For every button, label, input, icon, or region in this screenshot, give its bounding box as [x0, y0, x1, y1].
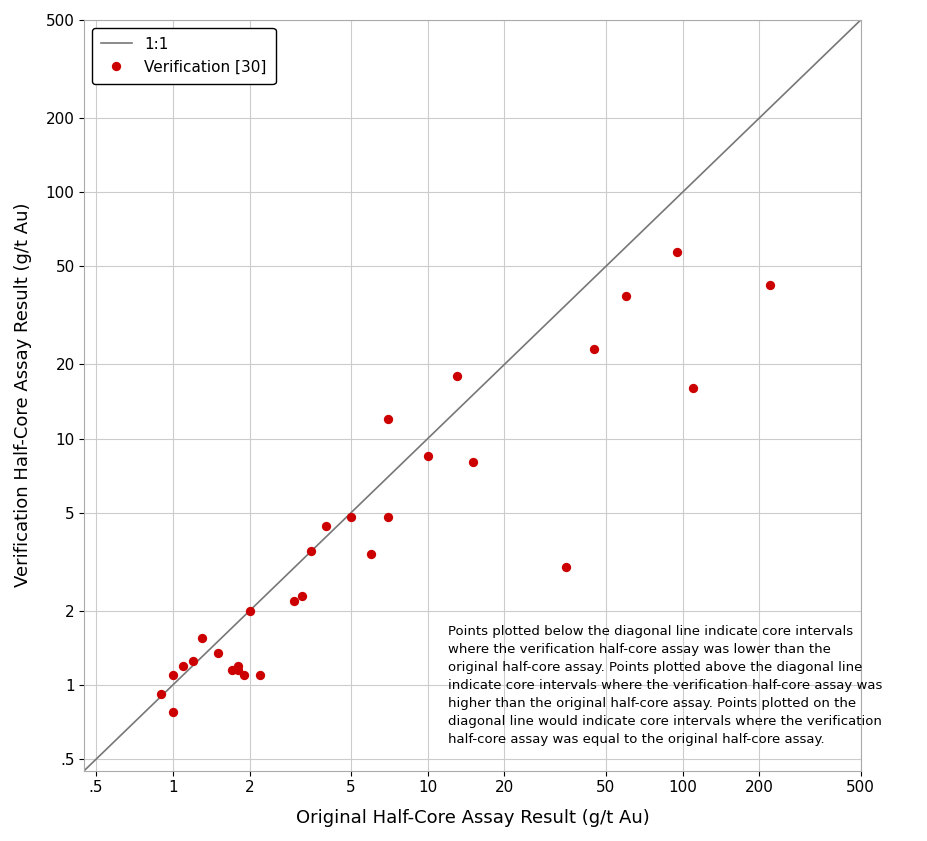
Verification [30]: [319, 520, 334, 533]
Verification [30]: [304, 544, 319, 558]
Verification [30]: [231, 664, 246, 677]
Verification [30]: [420, 449, 435, 463]
Verification [30]: [236, 668, 251, 681]
Text: Points plotted below the diagonal line indicate core intervals
where the verific: Points plotted below the diagonal line i…: [448, 625, 883, 746]
Verification [30]: [381, 510, 396, 524]
Verification [30]: [344, 510, 359, 524]
Verification [30]: [185, 654, 200, 668]
Verification [30]: [294, 590, 309, 603]
Verification [30]: [176, 659, 191, 672]
Verification [30]: [195, 632, 210, 645]
Verification [30]: [686, 382, 701, 395]
Legend: 1:1, Verification [30]: 1:1, Verification [30]: [92, 28, 275, 83]
Verification [30]: [253, 668, 268, 681]
Verification [30]: [669, 246, 684, 259]
Verification [30]: [587, 343, 602, 357]
Verification [30]: [231, 659, 246, 672]
Verification [30]: [210, 646, 225, 659]
Verification [30]: [224, 664, 239, 677]
Y-axis label: Verification Half-Core Assay Result (g/t Au): Verification Half-Core Assay Result (g/t…: [14, 203, 32, 588]
Verification [30]: [165, 668, 180, 681]
Verification [30]: [242, 604, 257, 617]
Verification [30]: [450, 369, 464, 383]
X-axis label: Original Half-Core Assay Result (g/t Au): Original Half-Core Assay Result (g/t Au): [296, 809, 650, 827]
Verification [30]: [559, 561, 574, 574]
Verification [30]: [165, 705, 180, 718]
Verification [30]: [154, 687, 169, 701]
Verification [30]: [287, 594, 302, 607]
Verification [30]: [363, 547, 378, 561]
Verification [30]: [618, 289, 633, 303]
Verification [30]: [763, 278, 778, 292]
Verification [30]: [381, 412, 396, 426]
Verification [30]: [465, 456, 480, 469]
